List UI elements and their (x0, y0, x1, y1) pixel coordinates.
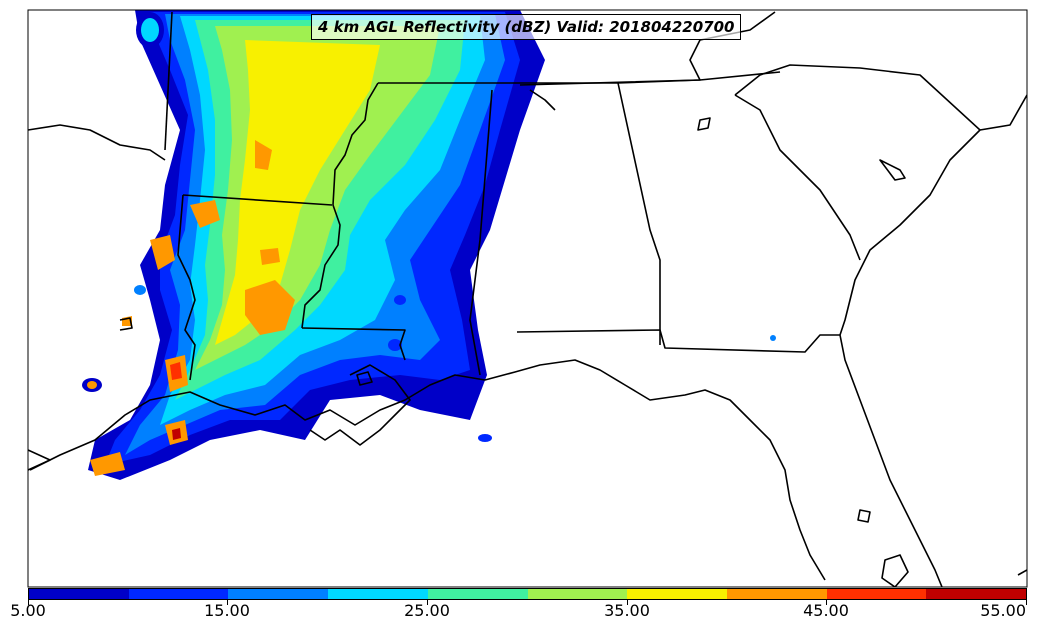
colorbar-tick-label: 15.00 (204, 601, 250, 620)
map-title: 4 km AGL Reflectivity (dBZ) Valid: 20180… (311, 14, 742, 40)
colorbar-seg-9 (826, 589, 927, 599)
coast-gulf (29, 359, 826, 581)
colorbar-seg-5 (427, 589, 528, 599)
colorbar-seg-2 (128, 589, 229, 599)
lake-okeechobee (881, 554, 909, 587)
map-frame (27, 9, 1028, 588)
state-border-ms-la-south (301, 327, 406, 361)
colorbar-tick (627, 600, 628, 605)
coast-tx-south (28, 449, 51, 471)
colorbar-tick (1026, 600, 1027, 605)
lake-pontchartrain (356, 371, 373, 386)
colorbar-tick (427, 600, 428, 605)
state-border-ms-river (301, 82, 379, 329)
colorbar-tick (28, 600, 29, 605)
river-ar (119, 317, 133, 331)
state-border-ga-fl (516, 329, 840, 353)
state-border-ms-al (469, 89, 493, 376)
colorbar-tick (227, 600, 228, 605)
colorbar-tick-label: 5.00 (10, 601, 46, 620)
colorbar (28, 588, 1027, 600)
river-mobile (529, 89, 556, 111)
state-border-nc-sc (734, 64, 981, 131)
colorbar-tick-label: 55.00 (980, 601, 1026, 620)
colorbar-tick-label: 35.00 (604, 601, 650, 620)
colorbar-seg-1 (29, 589, 129, 599)
colorbar-seg-7 (627, 589, 727, 599)
state-border-ar-la (182, 194, 333, 206)
state-border-ar-ok (164, 11, 173, 151)
lake-small-2 (879, 159, 906, 181)
state-border-al-ga (617, 82, 661, 345)
colorbar-seg-3 (228, 589, 329, 599)
coast-louisiana-marsh (309, 364, 411, 446)
colorbar-seg-6 (527, 589, 628, 599)
coastlines-and-borders (28, 11, 1027, 587)
state-border-ga-sc (734, 94, 861, 261)
colorbar-tick-label: 25.00 (404, 601, 450, 620)
coast-texas-tx-la (28, 124, 166, 161)
coast-sc-nc (979, 94, 1027, 131)
lake-small-1 (697, 117, 711, 131)
colorbar-tick (826, 600, 827, 605)
colorbar-seg-8 (726, 589, 827, 599)
fl-keys (1017, 569, 1027, 576)
colorbar-seg-10 (926, 589, 1027, 599)
colorbar-tick-label: 45.00 (803, 601, 849, 620)
state-border-la-west (177, 194, 196, 381)
state-border-tn-ky (519, 11, 776, 86)
lake-small-3 (857, 509, 871, 523)
colorbar-seg-4 (328, 589, 428, 599)
coast-east (839, 129, 981, 587)
precip-swath-main (88, 10, 545, 480)
precip-cells-scattered (82, 12, 776, 442)
